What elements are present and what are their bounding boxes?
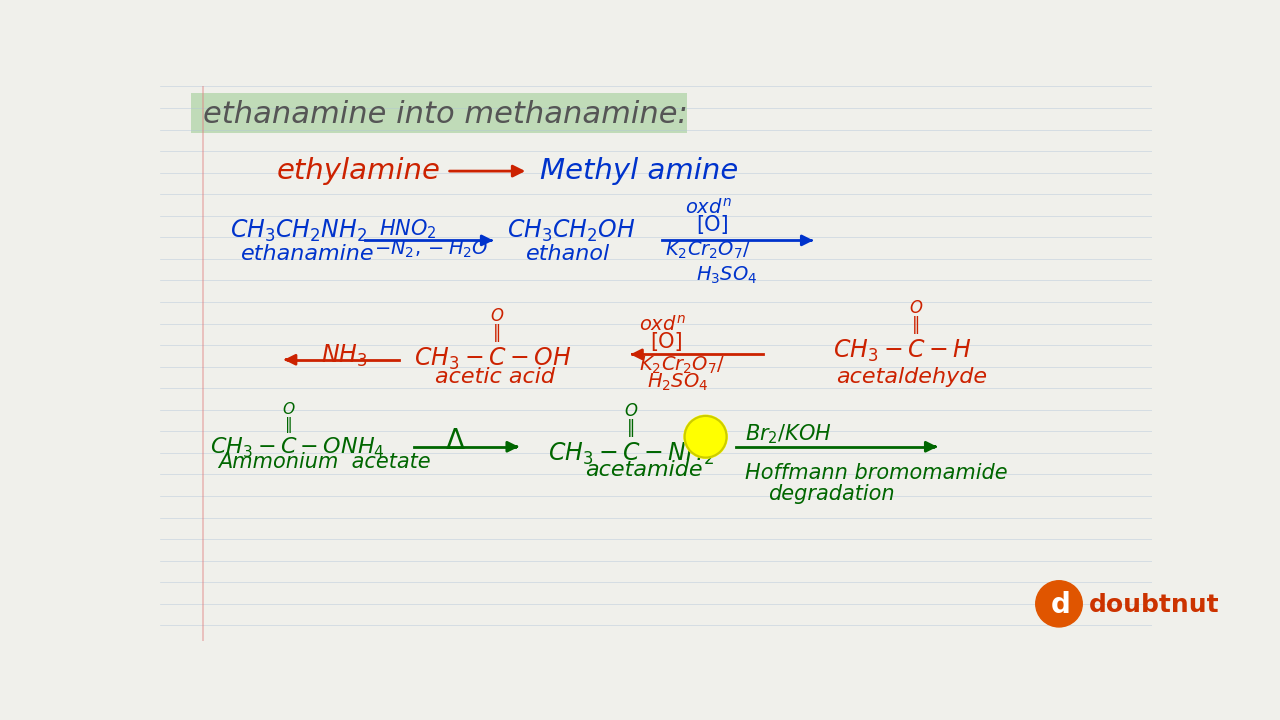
Text: $CH_3-\overset{O}{\overset{\|}{C}}-OH$: $CH_3-\overset{O}{\overset{\|}{C}}-OH$ [415, 306, 572, 372]
Text: doubtnut: doubtnut [1088, 593, 1219, 616]
Text: ethanamine into methanamine:: ethanamine into methanamine: [202, 100, 687, 130]
Text: $CH_3-\overset{O}{\overset{\|}{C}}-ONH_4$: $CH_3-\overset{O}{\overset{\|}{C}}-ONH_4… [210, 401, 385, 462]
Text: Ammonium  acetate: Ammonium acetate [218, 452, 431, 472]
Text: degradation: degradation [768, 485, 895, 505]
Text: $-N_2, -H_2O$: $-N_2, -H_2O$ [374, 239, 489, 261]
Text: ethanol: ethanol [526, 244, 611, 264]
Text: acetaldehyde: acetaldehyde [836, 367, 987, 387]
Text: $H_2SO_4$: $H_2SO_4$ [646, 372, 708, 392]
Text: $oxd^n$: $oxd^n$ [639, 315, 686, 335]
Text: ethanamine: ethanamine [242, 244, 375, 264]
Text: [O]: [O] [650, 332, 682, 352]
Text: $oxd^n$: $oxd^n$ [686, 198, 732, 218]
Text: ethylamine: ethylamine [276, 157, 440, 185]
Text: Methyl amine: Methyl amine [540, 157, 739, 185]
Text: $K_2Cr_2O_7/$: $K_2Cr_2O_7/$ [666, 240, 751, 261]
Text: $K_2Cr_2O_7/$: $K_2Cr_2O_7/$ [639, 354, 724, 376]
Text: $NH_3$: $NH_3$ [321, 343, 367, 369]
Text: $HNO_2$: $HNO_2$ [379, 218, 436, 241]
Text: $CH_3-\overset{O}{\overset{\|}{C}}-NH_2$: $CH_3-\overset{O}{\overset{\|}{C}}-NH_2$ [548, 402, 714, 467]
Text: Hoffmann bromomamide: Hoffmann bromomamide [745, 463, 1007, 483]
Text: $Br_2/KOH$: $Br_2/KOH$ [745, 423, 832, 446]
Text: [O]: [O] [696, 215, 728, 235]
Text: d: d [1051, 590, 1071, 618]
Text: acetic acid: acetic acid [435, 367, 556, 387]
Text: $CH_3-\overset{O}{\overset{\|}{C}}-H$: $CH_3-\overset{O}{\overset{\|}{C}}-H$ [833, 298, 972, 364]
Text: $\Delta$: $\Delta$ [445, 426, 466, 454]
Text: $CH_3CH_2OH$: $CH_3CH_2OH$ [507, 218, 636, 244]
Text: $H_3SO_4$: $H_3SO_4$ [696, 264, 758, 286]
Text: acetamide: acetamide [585, 460, 703, 480]
Circle shape [1036, 581, 1083, 627]
Text: $CH_3CH_2NH_2$: $CH_3CH_2NH_2$ [229, 218, 367, 244]
FancyBboxPatch shape [191, 93, 687, 132]
Circle shape [685, 416, 727, 457]
